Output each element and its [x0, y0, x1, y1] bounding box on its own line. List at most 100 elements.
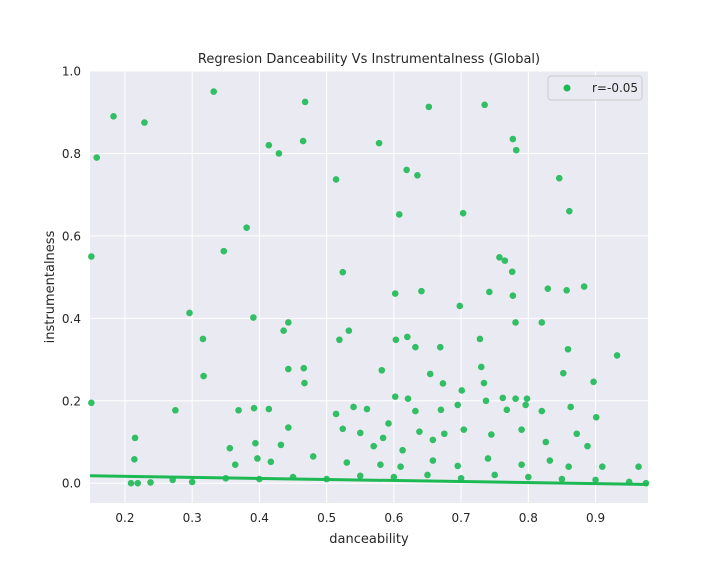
- data-point: [573, 430, 581, 438]
- x-tick-label: 0.2: [115, 511, 134, 525]
- gridlines: [90, 70, 648, 503]
- plot-area: [90, 71, 648, 503]
- scatter-points: [88, 88, 650, 487]
- data-point: [457, 474, 465, 482]
- data-point: [544, 285, 552, 292]
- data-point: [254, 455, 261, 462]
- data-point: [512, 319, 519, 326]
- data-point: [222, 474, 230, 482]
- data-point: [252, 439, 259, 447]
- data-point: [243, 224, 250, 231]
- data-point: [412, 407, 419, 415]
- data-point: [491, 471, 499, 479]
- data-point: [439, 380, 447, 387]
- data-point: [399, 446, 406, 454]
- data-point: [499, 394, 507, 402]
- data-point: [134, 479, 142, 487]
- y-tick-label: 1.0: [62, 65, 81, 79]
- data-point: [459, 209, 467, 217]
- data-point: [642, 479, 650, 487]
- data-point: [127, 479, 135, 487]
- data-point: [426, 370, 434, 378]
- data-point: [454, 401, 462, 409]
- data-point: [277, 441, 285, 449]
- data-point: [429, 457, 437, 464]
- y-tick-label: 0.8: [62, 147, 81, 161]
- data-point: [220, 247, 228, 255]
- data-point: [512, 395, 519, 403]
- data-point: [425, 103, 433, 111]
- data-point: [592, 413, 600, 421]
- regression-layer: [89, 474, 649, 486]
- data-point: [131, 456, 138, 463]
- data-point: [345, 327, 353, 334]
- data-point: [518, 426, 525, 433]
- data-point: [584, 442, 591, 450]
- data-point: [88, 253, 95, 260]
- legend: r=-0.05: [547, 75, 643, 101]
- data-point: [481, 101, 488, 109]
- data-point: [592, 476, 599, 484]
- y-tick-label: 0.6: [62, 229, 81, 243]
- x-tick-label: 0.6: [384, 511, 403, 525]
- data-point: [285, 365, 292, 373]
- data-point: [267, 458, 275, 466]
- data-point: [350, 403, 357, 411]
- x-tick-label: 0.9: [586, 511, 605, 525]
- data-point: [301, 98, 309, 106]
- data-point: [440, 430, 448, 438]
- data-point: [336, 336, 343, 344]
- data-point: [565, 463, 572, 471]
- x-tick-label: 0.5: [317, 511, 336, 525]
- x-tick-label: 0.4: [250, 511, 269, 525]
- data-point: [323, 475, 330, 483]
- data-point: [590, 378, 597, 386]
- data-point: [564, 345, 572, 353]
- chart-title: Regresion Danceability Vs Instrumentalne…: [198, 52, 540, 67]
- data-point: [210, 88, 218, 95]
- data-point: [486, 288, 493, 296]
- data-point: [538, 407, 546, 415]
- data-point: [437, 406, 445, 414]
- data-point: [110, 113, 117, 120]
- legend-label: r=-0.05: [592, 81, 638, 95]
- y-tick-label: 0.4: [62, 312, 81, 326]
- y-axis-label: instrumentalness: [43, 230, 58, 343]
- data-point: [200, 372, 207, 380]
- data-point: [147, 479, 154, 486]
- data-point: [566, 207, 573, 215]
- data-point: [385, 420, 392, 427]
- data-point: [538, 319, 546, 326]
- data-point: [363, 405, 371, 413]
- data-point: [454, 462, 462, 470]
- data-point: [339, 268, 347, 276]
- data-point: [231, 461, 239, 468]
- y-tick-label: 0.0: [62, 477, 81, 491]
- data-point: [141, 119, 148, 126]
- data-point: [456, 302, 464, 310]
- data-point: [480, 379, 488, 387]
- data-point: [250, 404, 258, 412]
- data-point: [309, 453, 317, 460]
- x-axis-ticks: 0.2 0.3 0.4 0.5 0.6 0.7 0.8 0.9: [115, 511, 605, 525]
- data-point: [416, 428, 423, 435]
- data-point: [598, 463, 606, 471]
- data-point: [289, 473, 297, 481]
- data-point: [503, 406, 511, 414]
- data-point: [395, 211, 403, 218]
- data-point: [285, 319, 292, 326]
- data-point: [613, 352, 621, 359]
- data-point: [332, 410, 340, 418]
- data-point: [458, 387, 466, 394]
- data-point: [558, 475, 566, 483]
- data-point: [429, 436, 437, 444]
- data-point: [226, 444, 234, 452]
- data-point: [509, 135, 517, 143]
- data-point: [476, 335, 484, 343]
- data-point: [301, 379, 308, 387]
- regression-line: [89, 474, 649, 486]
- data-point: [370, 442, 378, 450]
- data-point: [375, 139, 383, 147]
- data-point: [484, 455, 492, 462]
- x-axis-label: danceability: [329, 532, 409, 547]
